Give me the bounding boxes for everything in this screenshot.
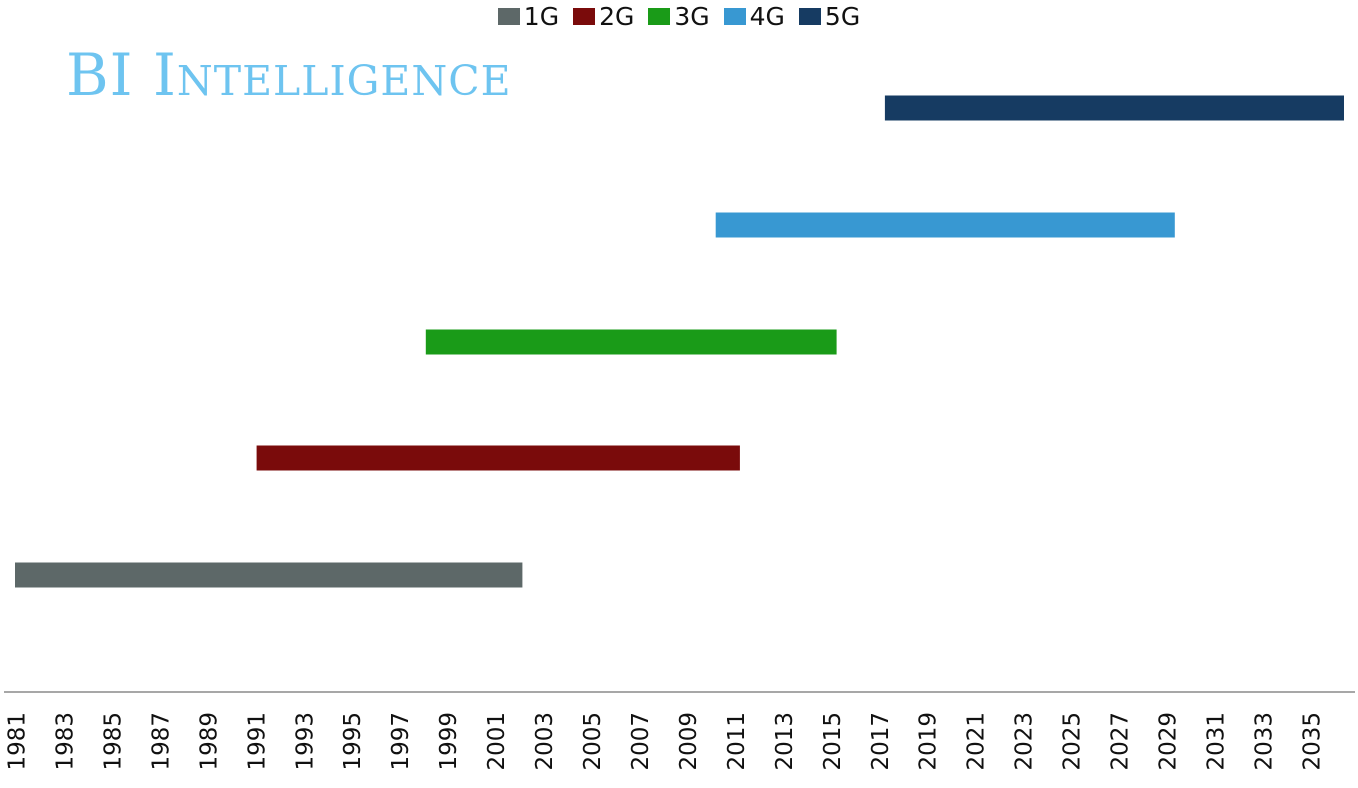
- x-tick-label-2007: 2007: [628, 712, 654, 771]
- x-tick-label-1991: 1991: [244, 712, 270, 771]
- x-tick-label-2003: 2003: [532, 712, 558, 771]
- x-tick-label-1983: 1983: [53, 712, 79, 771]
- legend-swatch-4g: [723, 7, 746, 25]
- bar-3g: [425, 329, 837, 355]
- x-tick-label-1995: 1995: [340, 712, 366, 771]
- x-tick-label-1997: 1997: [388, 712, 414, 771]
- x-tick-label-1987: 1987: [148, 712, 174, 771]
- legend-label-2g: 2G: [599, 1, 635, 31]
- x-tick-label-2017: 2017: [868, 712, 894, 771]
- brand-logo-text: BI Intelligence: [66, 41, 512, 109]
- bars-group: [15, 95, 1344, 588]
- x-tick-label-2021: 2021: [964, 712, 990, 771]
- x-tick-label-2033: 2033: [1252, 712, 1278, 771]
- x-tick-label-1989: 1989: [196, 712, 222, 771]
- bar-2g: [256, 445, 740, 471]
- bar-1g: [15, 562, 523, 588]
- x-tick-label-2025: 2025: [1060, 712, 1086, 771]
- legend-item-2g: 2G: [573, 2, 634, 31]
- x-tick-label-1981: 1981: [5, 712, 31, 771]
- x-tick-label-2001: 2001: [484, 712, 510, 771]
- bar-5g: [884, 95, 1344, 121]
- x-tick-label-1999: 1999: [436, 712, 462, 771]
- x-tick-label-2027: 2027: [1108, 712, 1134, 771]
- legend-item-4g: 4G: [723, 1, 785, 31]
- x-tick-label-2031: 2031: [1204, 712, 1230, 771]
- x-tick-label-2023: 2023: [1012, 712, 1038, 771]
- x-tick-label-2015: 2015: [820, 712, 846, 771]
- legend-swatch-5g: [798, 7, 821, 25]
- legend-item-5g: 5G: [798, 1, 861, 31]
- legend-label-3g: 3G: [674, 1, 710, 31]
- legend-item-1g: 1G: [497, 1, 560, 31]
- legend-swatch-1g: [497, 7, 520, 25]
- legend-label-1g: 1G: [523, 1, 560, 31]
- x-tick-label-2009: 2009: [676, 712, 702, 771]
- x-tick-label-2005: 2005: [580, 712, 606, 771]
- legend-label-5g: 5G: [824, 1, 861, 31]
- x-tick-label-1985: 1985: [100, 712, 126, 771]
- x-tick-labels: 1981 1983 1985 1987 1989 1991 1993 1995 1997 1999…: [5, 712, 1326, 771]
- legend-label-4g: 4G: [749, 1, 785, 31]
- x-tick-label-2011: 2011: [724, 712, 750, 771]
- bar-4g: [715, 212, 1175, 238]
- legend: 1G 2G 3G 4G 5G: [0, 0, 1358, 32]
- x-tick-label-2013: 2013: [772, 712, 798, 771]
- x-tick-label-2019: 2019: [916, 712, 942, 771]
- legend-item-3g: 3G: [648, 1, 710, 31]
- x-tick-label-2029: 2029: [1156, 712, 1182, 771]
- x-tick-label-2035: 2035: [1299, 712, 1325, 771]
- x-tick-label-1993: 1993: [292, 712, 318, 771]
- legend-swatch-2g: [573, 7, 596, 25]
- legend-swatch-3g: [648, 7, 671, 25]
